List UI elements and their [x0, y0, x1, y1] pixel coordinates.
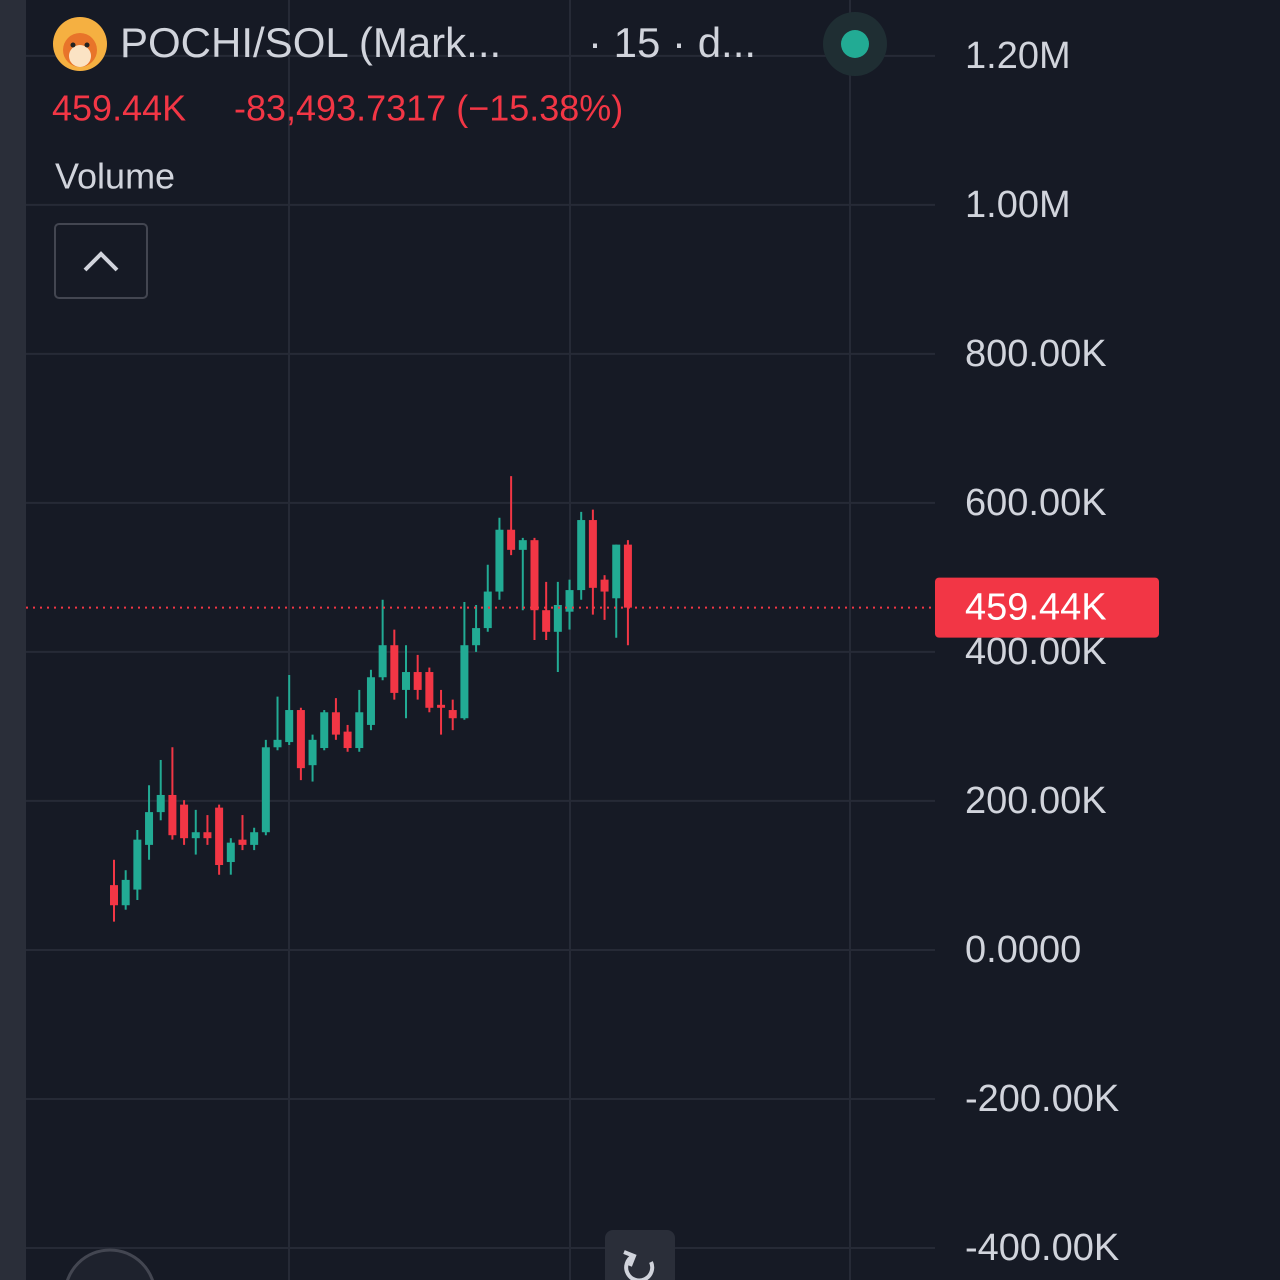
candle-body — [238, 839, 247, 845]
logo — [53, 17, 107, 71]
candle-body — [226, 842, 235, 863]
side-strip — [0, 0, 26, 1280]
candle-body — [402, 672, 410, 690]
reset-icon-head — [623, 1250, 637, 1267]
candle-body — [261, 747, 270, 833]
candle-body — [472, 628, 481, 646]
candle-body — [612, 544, 621, 599]
candle-body — [577, 520, 586, 591]
candle-body — [191, 832, 200, 839]
candle-body — [296, 710, 305, 769]
candle-body — [203, 832, 212, 839]
candle-body — [250, 832, 259, 845]
candle-body — [355, 712, 364, 749]
y-tick-label: 600.00K — [965, 482, 1107, 524]
candle-body — [565, 590, 574, 612]
candle-body — [366, 677, 375, 725]
candle-body — [390, 645, 399, 693]
candle-body — [215, 807, 224, 866]
candle-body — [331, 712, 340, 735]
candle-body — [168, 794, 177, 836]
candle-body — [460, 645, 469, 719]
y-tick-label: 200.00K — [965, 780, 1107, 822]
interval: · 15 · d... — [588, 19, 756, 66]
candle-body — [180, 804, 189, 839]
candle-body — [507, 529, 516, 550]
y-tick-label: -200.00K — [965, 1078, 1119, 1120]
candle-body — [156, 794, 165, 813]
candle-body — [413, 672, 422, 690]
last-price-tag — [935, 577, 1159, 638]
candle-body — [285, 710, 294, 743]
y-tick-label: 1.00M — [965, 184, 1071, 226]
candle-body — [495, 529, 504, 592]
candle-body — [145, 812, 154, 845]
y-tick-label: -400.00K — [965, 1227, 1119, 1269]
pane-label: Volume — [55, 156, 175, 197]
last-price-tag-label: 459.44K — [965, 587, 1107, 629]
candle-body — [273, 739, 282, 748]
candle-body — [121, 879, 130, 906]
candle-body — [320, 712, 329, 749]
chevron-up — [83, 251, 119, 272]
y-tick-label: 400.00K — [965, 631, 1107, 673]
candle-body — [600, 579, 609, 592]
candle-body — [448, 710, 457, 719]
candles — [26, 476, 935, 922]
bottom-button[interactable] — [65, 1248, 155, 1280]
reset-button[interactable] — [605, 1230, 675, 1280]
candle-body — [553, 604, 562, 632]
last-price: 459.44K — [52, 88, 186, 129]
candle-body — [343, 731, 352, 749]
y-tick-label: 800.00K — [965, 333, 1107, 375]
candle-body — [425, 672, 434, 708]
candle-body — [308, 739, 317, 766]
candle-body — [518, 540, 527, 550]
price-axis: 1.20M 1.00M 800.00K 600.00K 400.00K 200.00K 0.… — [935, 35, 1159, 1269]
status-dot — [841, 30, 869, 58]
candle-body — [483, 591, 492, 629]
candle-body — [378, 645, 387, 678]
candle-body — [542, 610, 551, 632]
symbol-title: POCHI/SOL (Mark... — [120, 19, 501, 66]
collapse-button[interactable] — [54, 223, 148, 299]
candle-body — [588, 520, 597, 588]
y-tick-label: 1.20M — [965, 35, 1071, 77]
grid — [26, 54, 935, 1249]
candle-body — [437, 704, 446, 708]
candle-body — [110, 885, 118, 906]
candle-body — [623, 544, 632, 608]
candle-body — [133, 839, 142, 890]
y-tick-label: 0.0000 — [965, 929, 1081, 971]
candle-body — [530, 540, 539, 611]
price-change: -83,493.7317 (−15.38%) — [234, 88, 623, 129]
